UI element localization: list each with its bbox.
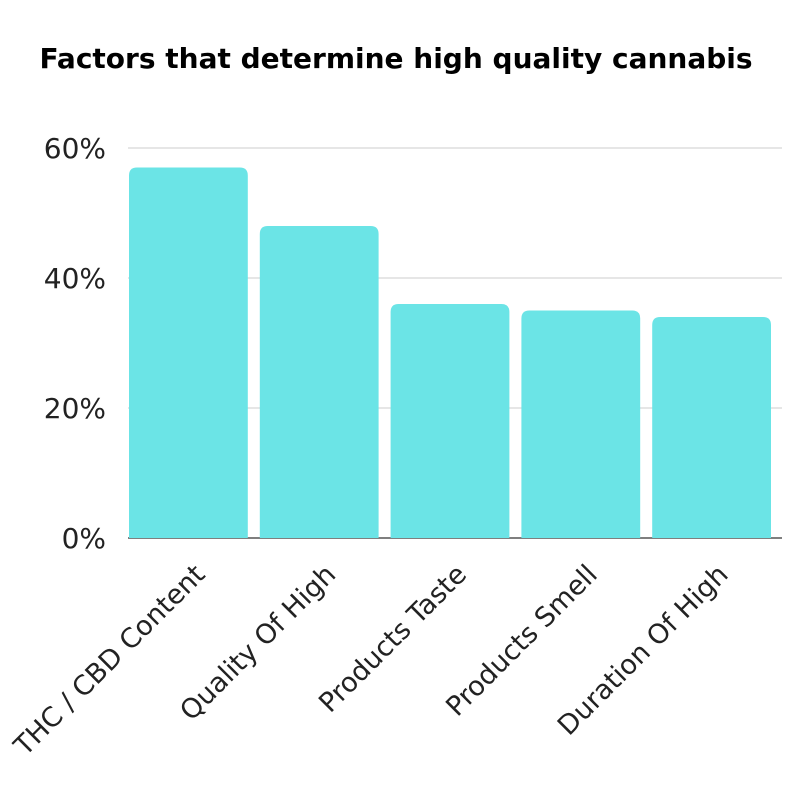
x-category-label: THC / CBD Content — [8, 559, 212, 763]
chart-title: Factors that determine high quality cann… — [39, 42, 752, 75]
bars — [129, 167, 771, 538]
y-tick-label: 40% — [44, 262, 106, 295]
bar — [259, 226, 379, 538]
y-axis-ticks: 0% 20% 40% 60% — [44, 132, 106, 555]
bar — [652, 317, 771, 538]
bar — [129, 167, 248, 538]
y-tick-label: 60% — [44, 132, 106, 165]
y-tick-label: 0% — [62, 522, 106, 555]
bar — [390, 304, 510, 538]
y-tick-label: 20% — [44, 392, 106, 425]
bar — [521, 310, 641, 538]
